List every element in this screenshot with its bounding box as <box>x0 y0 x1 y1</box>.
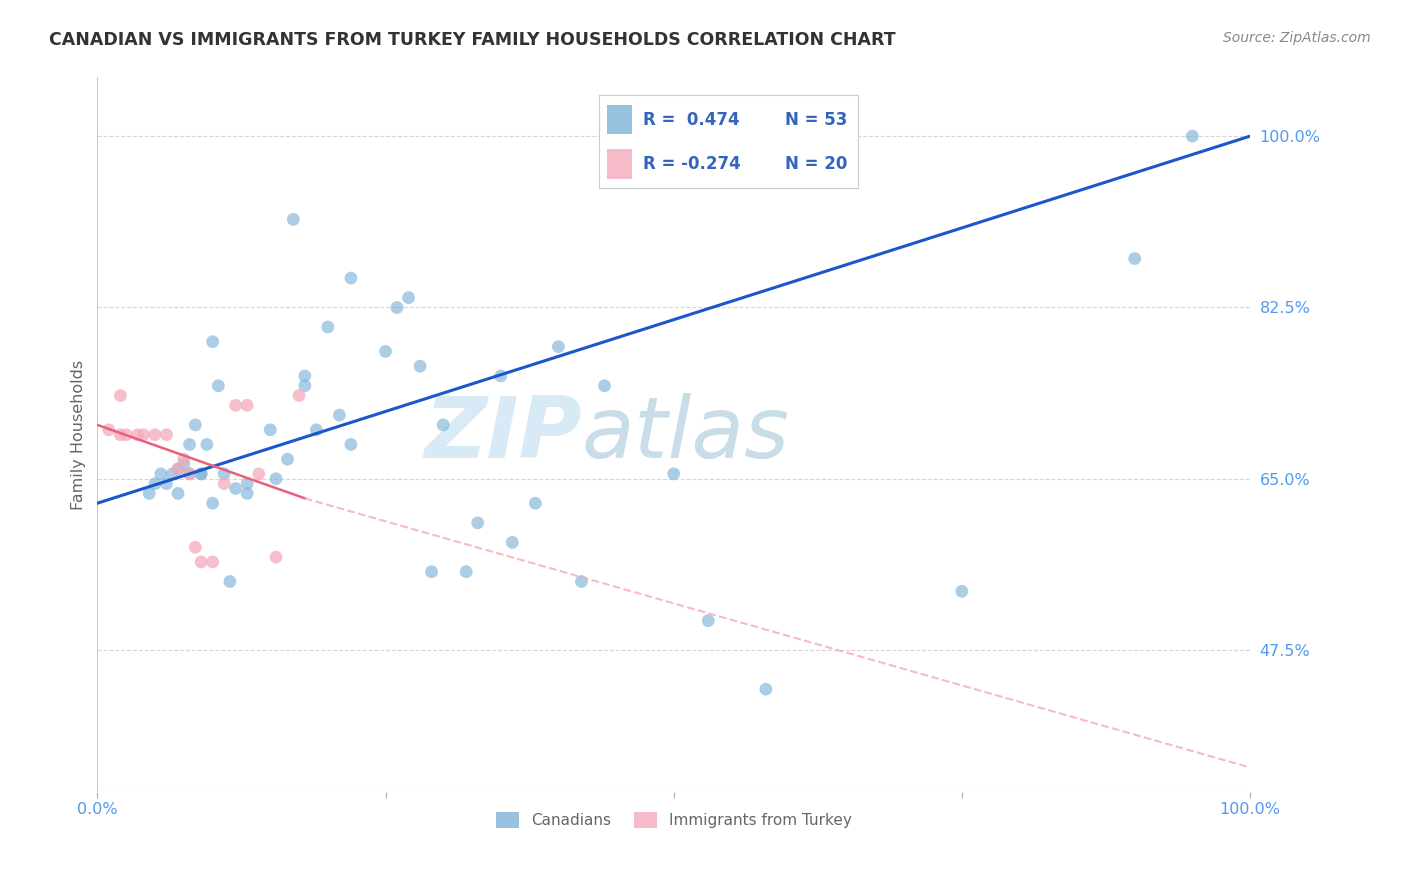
Text: CANADIAN VS IMMIGRANTS FROM TURKEY FAMILY HOUSEHOLDS CORRELATION CHART: CANADIAN VS IMMIGRANTS FROM TURKEY FAMIL… <box>49 31 896 49</box>
Point <box>305 423 328 437</box>
Point <box>755 682 778 697</box>
Point <box>409 359 432 374</box>
Point <box>138 486 160 500</box>
Point <box>316 320 339 334</box>
Point <box>294 368 316 383</box>
Point <box>155 427 177 442</box>
Point <box>456 565 478 579</box>
Point <box>547 340 569 354</box>
Point <box>219 574 242 589</box>
Point <box>173 457 195 471</box>
Point <box>467 516 489 530</box>
Point <box>398 291 420 305</box>
Point <box>173 452 195 467</box>
Point <box>201 555 224 569</box>
Point <box>328 408 350 422</box>
Point <box>662 467 685 481</box>
Point <box>212 467 235 481</box>
Legend: Canadians, Immigrants from Turkey: Canadians, Immigrants from Turkey <box>489 806 858 834</box>
Point <box>179 437 201 451</box>
Point <box>212 476 235 491</box>
Point <box>225 398 247 412</box>
Text: Source: ZipAtlas.com: Source: ZipAtlas.com <box>1223 31 1371 45</box>
Point <box>184 417 207 432</box>
Point <box>143 476 166 491</box>
Point <box>195 437 218 451</box>
Point <box>207 378 229 392</box>
Point <box>179 467 201 481</box>
Point <box>167 486 190 500</box>
Point <box>524 496 547 510</box>
Point <box>420 565 443 579</box>
Point <box>201 496 224 510</box>
Point <box>1181 129 1204 144</box>
Point <box>149 467 172 481</box>
Point <box>432 417 454 432</box>
Point <box>288 388 311 402</box>
Point <box>201 334 224 349</box>
Point <box>264 472 287 486</box>
Point <box>155 476 177 491</box>
Point <box>259 423 281 437</box>
Point <box>236 486 259 500</box>
Point <box>167 462 190 476</box>
Point <box>264 549 287 564</box>
Point <box>340 437 363 451</box>
Point <box>179 467 201 481</box>
Point <box>247 467 270 481</box>
Point <box>950 584 973 599</box>
Point <box>385 301 408 315</box>
Point <box>294 378 316 392</box>
Point <box>340 271 363 285</box>
Point <box>501 535 523 549</box>
Point <box>190 467 212 481</box>
Point <box>190 467 212 481</box>
Point <box>489 368 512 383</box>
Point <box>162 467 184 481</box>
Y-axis label: Family Households: Family Households <box>72 359 86 509</box>
Point <box>184 541 207 555</box>
Point <box>1123 252 1146 266</box>
Point <box>236 398 259 412</box>
Text: atlas: atlas <box>582 393 789 476</box>
Point <box>132 427 155 442</box>
Point <box>225 482 247 496</box>
Point <box>374 344 396 359</box>
Point <box>697 614 720 628</box>
Point <box>110 388 132 402</box>
Point <box>236 476 259 491</box>
Point <box>593 378 616 392</box>
Point <box>115 427 138 442</box>
Point <box>283 212 305 227</box>
Point <box>127 427 149 442</box>
Point <box>277 452 299 467</box>
Point <box>110 427 132 442</box>
Point <box>167 462 190 476</box>
Point <box>97 423 120 437</box>
Text: ZIP: ZIP <box>423 393 582 476</box>
Point <box>571 574 593 589</box>
Point <box>143 427 166 442</box>
Point <box>190 555 212 569</box>
